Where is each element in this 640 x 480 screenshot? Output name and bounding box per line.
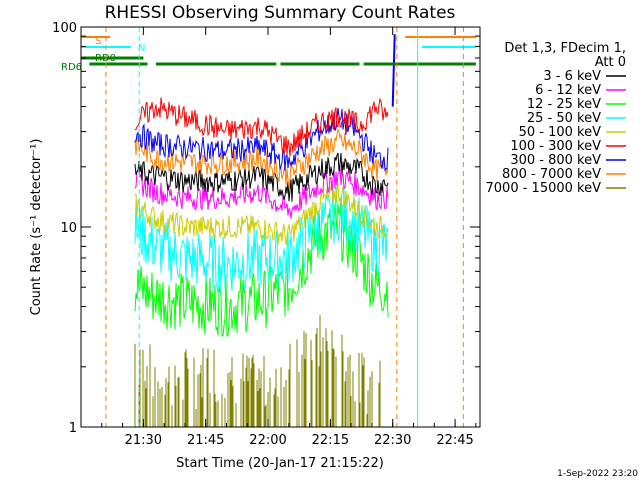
series-7000-15000-kev bbox=[134, 315, 381, 427]
legend-label: 300 - 800 keV bbox=[510, 153, 601, 168]
series-6-12-kev bbox=[134, 166, 389, 219]
legend-header-line1: Det 1,3, FDecim 1, bbox=[504, 41, 626, 56]
x-axis: 21:30 21:45 22:00 22:15 22:30 22:45 bbox=[80, 27, 477, 448]
legend-label: 800 - 7000 keV bbox=[502, 167, 601, 182]
legend-label: 7000 - 15000 keV bbox=[486, 181, 602, 196]
legend-label: 100 - 300 keV bbox=[510, 139, 601, 154]
legend-label: 50 - 100 keV bbox=[519, 125, 602, 140]
legend-label: 3 - 6 keV bbox=[543, 69, 601, 84]
flag-label-rd0: RD0 bbox=[95, 53, 116, 64]
legend-label: 25 - 50 keV bbox=[527, 111, 601, 126]
x-tick-label: 22:15 bbox=[312, 433, 349, 448]
footer-date: 1-Sep-2022 23:20 bbox=[557, 469, 638, 479]
series-line bbox=[134, 315, 381, 427]
plot-area: S N RD0 RD6 bbox=[61, 27, 476, 427]
y-tick-label: 10 bbox=[60, 221, 77, 236]
series-line bbox=[134, 97, 389, 157]
y-tick-label: 1 bbox=[69, 421, 77, 436]
series-group bbox=[81, 27, 476, 427]
legend-label: 12 - 25 keV bbox=[527, 97, 601, 112]
flag-label-s: S bbox=[95, 36, 101, 47]
flare-spike-mark bbox=[391, 34, 396, 107]
x-tick-label: 21:30 bbox=[125, 433, 162, 448]
x-tick-label: 22:30 bbox=[374, 433, 411, 448]
x-tick-label: 21:45 bbox=[187, 433, 224, 448]
series-line bbox=[134, 107, 389, 172]
series-50-100-kev bbox=[134, 184, 389, 245]
series-3-6-kev bbox=[134, 152, 389, 202]
x-tick-label: 22:45 bbox=[436, 433, 473, 448]
series-line bbox=[134, 127, 389, 188]
x-axis-label: Start Time (20-Jan-17 21:15:22) bbox=[176, 456, 384, 471]
y-axis: 1 10 100 bbox=[52, 21, 480, 436]
flag-marks bbox=[81, 27, 476, 427]
y-axis-label: Count Rate (s⁻¹ detector⁻¹) bbox=[29, 139, 44, 316]
legend-header-line2: Att 0 bbox=[595, 55, 626, 70]
series-800-7000-kev bbox=[134, 127, 389, 188]
series-line bbox=[134, 166, 389, 219]
series-line bbox=[134, 152, 389, 202]
flag-label-n: N bbox=[138, 43, 145, 54]
chart-title: RHESSI Observing Summary Count Rates bbox=[105, 3, 456, 23]
y-tick-label: 100 bbox=[52, 21, 77, 36]
series-100-300-kev bbox=[134, 97, 389, 157]
legend-label: 6 - 12 keV bbox=[535, 83, 601, 98]
flag-label-rdb: RD6 bbox=[61, 62, 82, 73]
x-tick-label: 22:00 bbox=[249, 433, 286, 448]
series-line bbox=[134, 184, 389, 245]
series-300-800-kev bbox=[134, 107, 389, 172]
